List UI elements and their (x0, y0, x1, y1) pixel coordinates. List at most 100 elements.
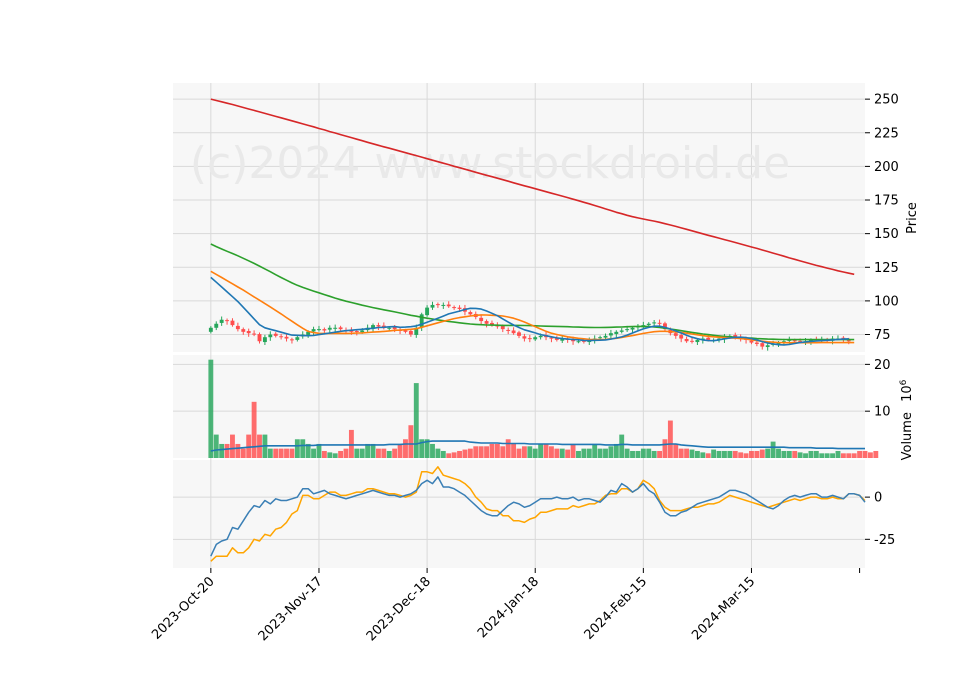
candle-body (441, 304, 446, 306)
volume-bar (294, 439, 300, 458)
volume-bar (478, 446, 484, 458)
candle-body (490, 322, 494, 326)
candle-body (446, 304, 451, 307)
volume-bar (549, 446, 554, 458)
candle-body (630, 327, 635, 330)
candle-body (452, 307, 457, 309)
volume-bar (830, 453, 835, 458)
candle-body (733, 335, 738, 338)
candle-body (354, 331, 359, 333)
volume-bar (624, 448, 630, 458)
volume-bar (235, 443, 241, 458)
volume-bar (732, 450, 738, 458)
volume-scale-label: 106 (899, 379, 915, 402)
volume-bar (376, 448, 381, 458)
x-tick-label: 2024-Jan-18 (475, 574, 542, 641)
volume-bar (332, 453, 338, 458)
price-y-tick-label: 125 (874, 261, 899, 276)
volume-bar (440, 450, 446, 458)
candle-body (581, 340, 586, 342)
volume-bar (473, 446, 479, 458)
volume-bar (570, 443, 576, 458)
volume-bar (819, 453, 825, 458)
volume-bar (586, 448, 592, 458)
volume-bar (592, 443, 598, 458)
volume-bar (873, 450, 879, 458)
x-tick-label: 2023-Oct-20 (149, 574, 217, 642)
volume-bar (700, 452, 706, 458)
volume-bar (759, 449, 765, 458)
candle-body (706, 337, 711, 340)
volume-panel-background (173, 355, 865, 458)
candle-body (554, 338, 559, 340)
panel-backgrounds (173, 83, 865, 568)
volume-bar (419, 439, 425, 458)
volume-bar (430, 443, 435, 458)
volume-bar (765, 448, 771, 458)
candle-body (257, 334, 262, 342)
volume-bar (630, 450, 635, 458)
volume-bar (321, 450, 327, 458)
volume-bar (673, 443, 679, 458)
candle-body (619, 330, 624, 332)
volume-bar (300, 439, 306, 458)
candle-body (549, 337, 554, 339)
volume-bar (689, 449, 695, 458)
volume-panel (208, 359, 879, 458)
volume-bar (451, 452, 457, 458)
candle-body (533, 337, 538, 340)
volume-bar (662, 439, 668, 458)
volume-bar (559, 448, 565, 458)
volume-bar (338, 450, 344, 458)
candle-body (392, 327, 397, 330)
candle-body (598, 337, 603, 339)
volume-bar (813, 450, 819, 458)
volume-bar (446, 453, 452, 458)
price-y-tick-label: 250 (874, 93, 899, 108)
volume-bar (511, 443, 517, 458)
candle-body (376, 325, 381, 327)
volume-bar (381, 448, 387, 458)
osc-y-tick-label: 0 (874, 491, 882, 506)
candle-body (235, 325, 240, 330)
price-y-tick-label: 75 (874, 328, 891, 343)
volume-bar (484, 446, 489, 458)
price-panel (208, 98, 855, 351)
volume-ma-line (210, 440, 865, 452)
candle-body (517, 332, 521, 336)
candle-body (252, 333, 257, 335)
volume-bar (359, 448, 365, 458)
candle-body (690, 340, 694, 342)
candle-body (679, 335, 684, 339)
volume-bar (694, 450, 700, 458)
candle-body (273, 333, 278, 336)
candle-body (317, 329, 321, 331)
volume-bar (408, 425, 414, 458)
volume-bar (289, 448, 295, 458)
candle-body (657, 322, 662, 324)
candle-body (425, 307, 430, 316)
candle-body (360, 330, 365, 333)
volume-bar (424, 439, 430, 458)
volume-bar (273, 448, 279, 458)
candle-body (663, 323, 667, 330)
volume-bar (311, 448, 316, 458)
candle-body (538, 335, 543, 338)
volume-bar (749, 450, 754, 458)
volume-bar (781, 450, 787, 458)
volume-bar (348, 429, 354, 458)
candle-body (289, 339, 294, 341)
volume-bar (613, 443, 619, 458)
candle-body (284, 336, 289, 339)
volume-bar (343, 448, 349, 458)
volume-bar (521, 446, 527, 458)
candle-body (214, 323, 219, 328)
volume-bar (208, 359, 214, 458)
volume-bar (527, 446, 533, 458)
candle-body (333, 327, 338, 329)
volume-bar (365, 443, 371, 458)
oscillator-signal-line (210, 466, 866, 562)
candle-body (776, 342, 781, 345)
candle-body (311, 329, 316, 332)
osc-panel-background (173, 460, 865, 568)
